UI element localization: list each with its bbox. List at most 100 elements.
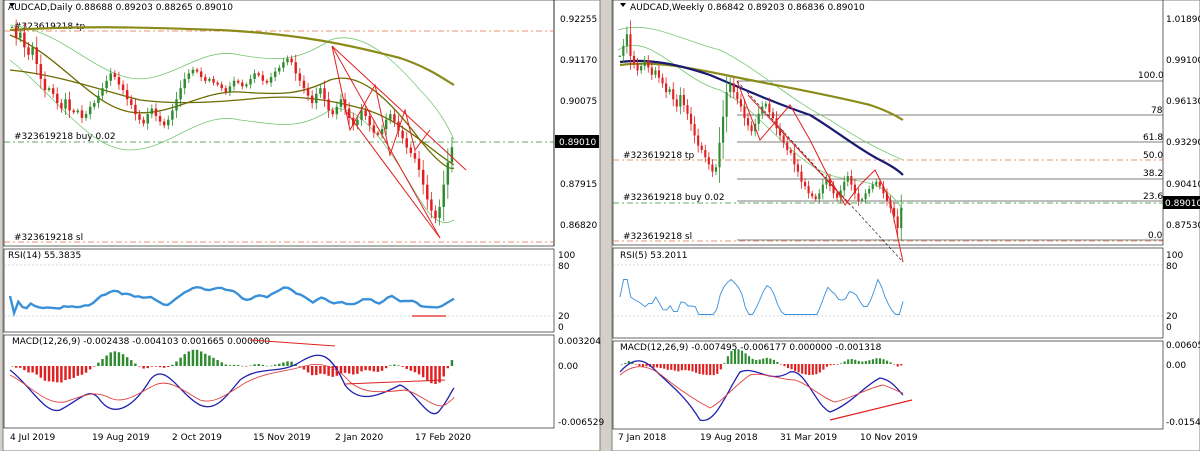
macd-bar [199, 351, 203, 366]
candle-body [23, 32, 26, 48]
right-macd-histogram [620, 349, 903, 376]
candle-body [722, 116, 725, 143]
macd-bar [659, 364, 662, 369]
candle-body [212, 78, 215, 83]
macd-bar [786, 364, 790, 369]
candle-body [450, 147, 454, 163]
candle-body [843, 181, 846, 191]
left-macd-divergence-bottom [344, 379, 446, 385]
macd-bar [413, 366, 417, 373]
right-price-label-3: 0.93290 [1166, 138, 1200, 148]
macd-bar [666, 364, 669, 370]
macd-bar [372, 366, 376, 372]
macd-bar [212, 357, 215, 366]
macd-bar [878, 358, 882, 364]
candle-body [417, 158, 421, 170]
right-rsi-panel[interactable] [612, 247, 1164, 339]
macd-bar [730, 351, 733, 364]
candle-body [839, 190, 842, 198]
right-price-panel[interactable] [612, 0, 1164, 246]
left-chart-window[interactable]: AUDCAD,Daily 0.88688 0.89203 0.88265 0.8… [2, 0, 604, 451]
left-rsi-axis-0: 0 [558, 323, 564, 333]
candle-body [850, 176, 853, 185]
left-current-price-box [555, 135, 599, 148]
right-macd-panel[interactable] [612, 340, 1164, 430]
candle-body [265, 80, 269, 83]
candle-body [323, 88, 326, 100]
macd-bar [434, 366, 437, 384]
candle-body [146, 114, 149, 124]
candle-body [60, 103, 63, 109]
candle-body [224, 88, 228, 92]
macd-bar [224, 364, 228, 366]
macd-bar [195, 349, 199, 366]
right-current-price-box [1163, 196, 1200, 209]
macd-bar [306, 366, 310, 373]
candle-body [347, 108, 351, 118]
macd-bar [702, 364, 705, 375]
macd-bar [790, 364, 793, 370]
candle-body [327, 99, 330, 111]
macd-bar [278, 363, 281, 366]
macd-bar [417, 366, 421, 375]
candle-body [803, 181, 807, 187]
candle-body [821, 184, 824, 194]
macd-bar [109, 352, 112, 366]
left-ma-mid [9, 69, 455, 166]
macd-bar [426, 366, 429, 381]
macd-bar [634, 364, 637, 365]
candle-body [241, 82, 244, 87]
left-header-dropdown-icon[interactable] [9, 3, 15, 7]
candle-body [364, 110, 367, 117]
candle-body [718, 142, 721, 168]
left-price-panel[interactable] [3, 0, 555, 247]
left-trendline-upper[interactable] [331, 45, 467, 171]
right-header-dropdown-icon[interactable] [620, 3, 626, 7]
macd-bar [854, 359, 857, 364]
macd-bar [737, 349, 740, 364]
left-macd-header: MACD(12,26,9) -0.002438 -0.004103 0.0016… [12, 337, 270, 347]
left-trendline-channel[interactable] [344, 109, 441, 239]
macd-bar [652, 364, 655, 368]
candle-body [39, 64, 43, 79]
left-trendline-lower[interactable] [331, 45, 441, 239]
macd-bar [886, 360, 889, 364]
macd-bar [146, 366, 149, 369]
right-trendline[interactable] [747, 94, 851, 206]
left-macd-axis-min: -0.006529 [558, 418, 604, 428]
macd-bar [677, 364, 680, 372]
candle-body [814, 196, 817, 200]
candle-body [97, 95, 100, 104]
right-rsi-axis-100: 100 [1166, 251, 1183, 261]
macd-bar [167, 366, 170, 367]
right-zigzag [736, 80, 904, 263]
macd-bar [726, 356, 729, 364]
right-fibo-label-0: 0.0 [1148, 231, 1163, 241]
candle-body [335, 106, 339, 115]
candle-body [154, 108, 158, 117]
macd-bar [694, 364, 698, 373]
macd-bar [360, 366, 363, 372]
macd-bar [670, 364, 673, 370]
macd-bar [208, 355, 211, 366]
macd-bar [364, 366, 367, 371]
macd-bar [719, 364, 722, 370]
right-current-price-label: 0.89010 [1165, 199, 1200, 209]
candle-body [310, 95, 314, 104]
candle-body [426, 184, 429, 200]
right-macd-signal-line [619, 366, 904, 409]
macd-bar [832, 364, 836, 365]
right-bollinger-upper [617, 26, 904, 161]
left-macd-panel[interactable] [3, 334, 555, 429]
macd-bar [825, 364, 829, 367]
candle-body [27, 47, 30, 55]
candle-body [679, 95, 682, 107]
candle-body [319, 88, 322, 94]
macd-bar [663, 364, 666, 369]
right-chart-window[interactable]: AUDCAD,Weekly 0.86842 0.89203 0.86836 0.… [611, 0, 1200, 451]
candle-body [273, 71, 277, 78]
candle-body [150, 108, 154, 115]
right-macd-axis-max: 0.006058 [1166, 341, 1200, 351]
macd-bar [673, 364, 676, 371]
macd-bar [389, 365, 392, 366]
